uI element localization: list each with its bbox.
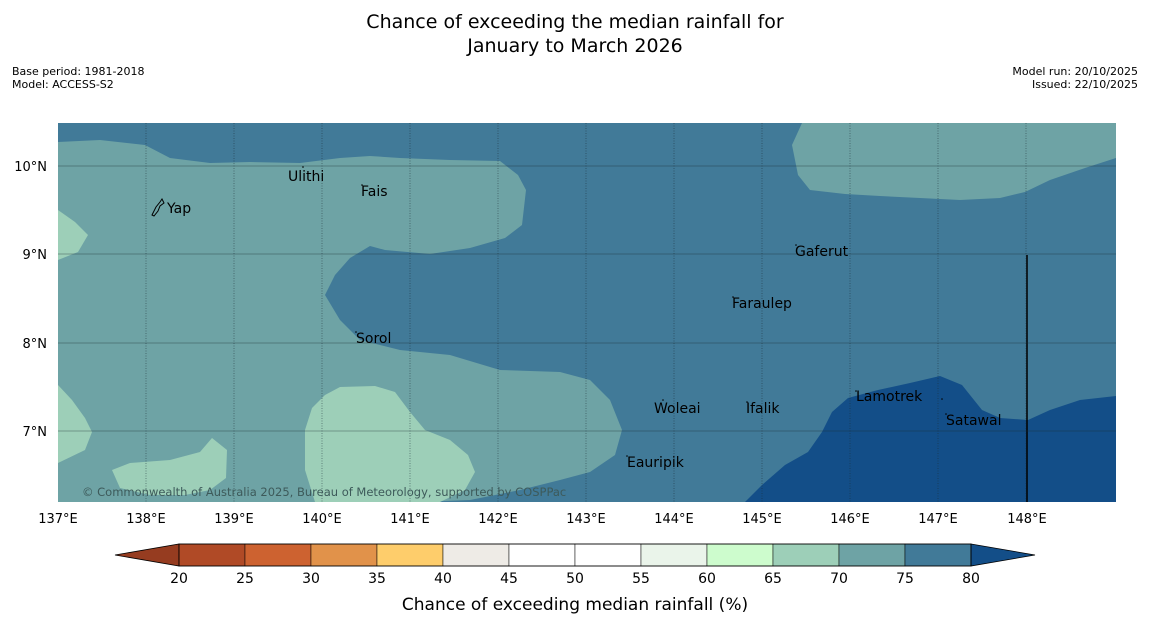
place-fais: Fais: [361, 184, 388, 200]
colorbar-label: 70: [830, 571, 848, 587]
colorbar-label: 65: [764, 571, 782, 587]
lon-label-140: 140°E: [302, 512, 342, 527]
longitude-labels: 137°E 138°E 139°E 140°E 141°E 142°E 143°…: [38, 512, 1047, 527]
colorbar-title: Chance of exceeding median rainfall (%): [402, 595, 748, 615]
colorbar-swatch: [904, 543, 972, 567]
lat-label-7: 7°N: [23, 425, 48, 440]
place-gaferut: Gaferut: [795, 244, 849, 260]
colorbar-swatch: [574, 543, 642, 567]
place-woleai: Woleai: [654, 401, 701, 417]
colorbar-swatch: [178, 543, 246, 567]
model-name: Model: ACCESS-S2: [12, 78, 114, 91]
region-70-75-northeast: [792, 123, 1116, 200]
region-65-70-c: [112, 438, 227, 495]
copyright-credit: © Commonwealth of Australia 2025, Bureau…: [82, 485, 566, 499]
place-sorol: Sorol: [356, 331, 391, 347]
region-65-70-d: [305, 386, 475, 502]
latitude-labels: 10°N 9°N 8°N 7°N: [14, 160, 47, 440]
colorbar-label: 80: [962, 571, 980, 587]
colorbar-outline: [178, 543, 972, 567]
colorbar-swatches: [178, 543, 972, 567]
lon-label-145: 145°E: [742, 512, 782, 527]
colorbar-labels: 20 25 30 35 40 45 50 55 60 65 70 75 80: [170, 571, 980, 587]
colorbar-label: 60: [698, 571, 716, 587]
lat-label-9: 9°N: [23, 248, 48, 263]
colorbar-label: 75: [896, 571, 914, 587]
colorbar-swatch: [508, 543, 576, 567]
atoll-markers: [302, 166, 947, 457]
meta-left: Base period: 1981-2018 Model: ACCESS-S2: [12, 65, 144, 91]
place-lamotrek: Lamotrek: [856, 389, 923, 405]
region-80-plus: [745, 376, 1116, 502]
lon-label-146: 146°E: [830, 512, 870, 527]
lat-label-10: 10°N: [14, 160, 47, 175]
lon-label-148: 148°E: [1007, 512, 1047, 527]
colorbar: 20 25 30 35 40 45 50 55 60 65 70 75 80 Chance of exc…: [114, 543, 1036, 615]
title-line-2: January to March 2026: [467, 35, 683, 57]
colorbar-label: 45: [500, 571, 518, 587]
colorbar-label: 50: [566, 571, 584, 587]
colorbar-label: 30: [302, 571, 320, 587]
colorbar-swatch: [244, 543, 312, 567]
model-run: Model run: 20/10/2025: [1012, 65, 1138, 78]
meta-right: Model run: 20/10/2025 Issued: 22/10/2025: [1012, 65, 1138, 91]
lon-label-142: 142°E: [478, 512, 518, 527]
colorbar-swatch: [838, 543, 906, 567]
lon-label-147: 147°E: [918, 512, 958, 527]
region-65-70-a: [58, 210, 88, 260]
title-line-1: Chance of exceeding the median rainfall …: [366, 11, 784, 33]
place-eauripik: Eauripik: [627, 455, 685, 471]
parallels: [58, 165, 1116, 432]
colorbar-over-arrow: [970, 543, 1036, 567]
colorbar-swatch: [442, 543, 510, 567]
base-period: Base period: 1981-2018: [12, 65, 145, 78]
colorbar-label: 55: [632, 571, 650, 587]
colorbar-swatch: [376, 543, 444, 567]
yap-island-shape: [151, 198, 165, 217]
colorbar-swatch: [310, 543, 378, 567]
place-ulithi: Ulithi: [288, 169, 324, 185]
region-65-70-b: [58, 385, 92, 463]
lon-label-141: 141°E: [390, 512, 430, 527]
place-faraulep: Faraulep: [732, 296, 792, 312]
lon-label-138: 138°E: [126, 512, 166, 527]
issued-date: Issued: 22/10/2025: [1031, 78, 1138, 91]
colorbar-swatch: [640, 543, 708, 567]
map-area: Yap Ulithi Fais Gaferut Faraulep Sorol W…: [58, 123, 1116, 502]
meridians: [145, 123, 1027, 502]
colorbar-label: 20: [170, 571, 188, 587]
colorbar-label: 40: [434, 571, 452, 587]
lon-label-137: 137°E: [38, 512, 78, 527]
lat-label-8: 8°N: [23, 337, 48, 352]
colorbar-swatch: [772, 543, 840, 567]
region-70-75-west: [58, 140, 622, 502]
colorbar-label: 35: [368, 571, 386, 587]
lon-label-139: 139°E: [214, 512, 254, 527]
lon-label-144: 144°E: [654, 512, 694, 527]
colorbar-label: 25: [236, 571, 254, 587]
place-ifalik: Ifalik: [746, 401, 780, 417]
colorbar-swatch: [706, 543, 774, 567]
map-title: Chance of exceeding the median rainfall …: [0, 10, 1150, 58]
place-satawal: Satawal: [946, 413, 1001, 429]
lon-label-143: 143°E: [566, 512, 606, 527]
colorbar-under-arrow: [114, 543, 180, 567]
place-yap: Yap: [166, 201, 191, 217]
